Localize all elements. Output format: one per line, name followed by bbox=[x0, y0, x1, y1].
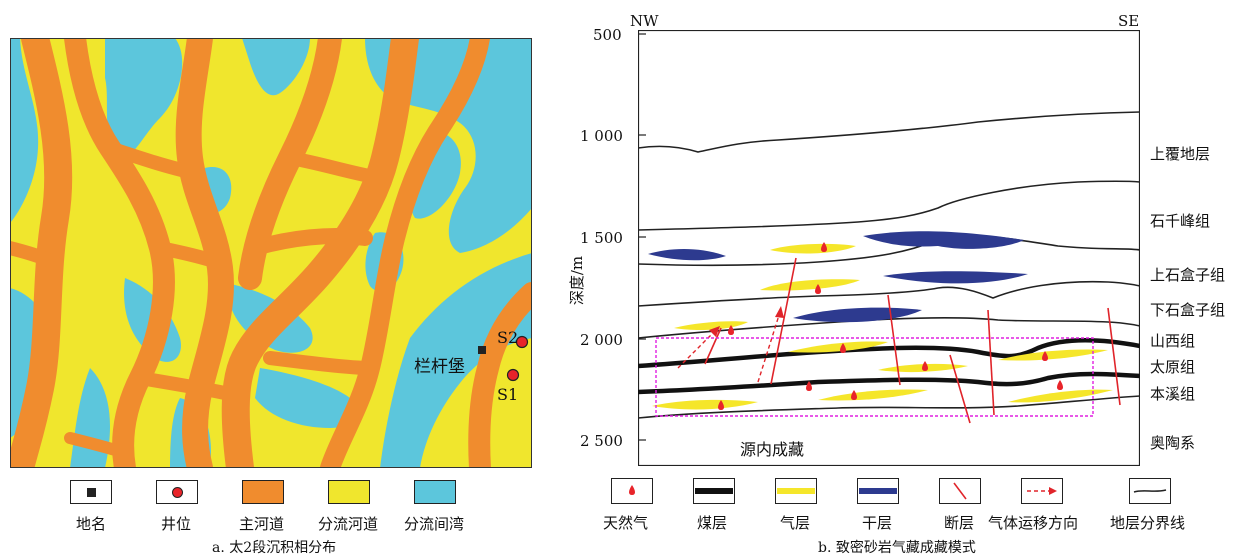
box-label: 源内成藏 bbox=[740, 440, 805, 459]
depth-tick-1000: 1 000 bbox=[580, 127, 623, 145]
legend-main-channel-label: 主河道 bbox=[239, 515, 285, 533]
place-marker bbox=[478, 346, 486, 354]
main-channel-areas bbox=[10, 38, 532, 468]
legend-distributary-channel-swatch bbox=[328, 480, 370, 504]
interdistributary-bay-areas bbox=[10, 38, 532, 468]
stratum-label-benxi: 本溪组 bbox=[1150, 385, 1196, 403]
legend-migration-label: 气体运移方向 bbox=[988, 514, 1079, 532]
legend-boundary-swatch bbox=[1129, 478, 1171, 504]
nw-label: NW bbox=[630, 12, 659, 30]
se-label: SE bbox=[1118, 12, 1140, 30]
legend-coal-swatch bbox=[693, 478, 735, 504]
depth-tick-marks bbox=[638, 33, 646, 441]
legend-bay-swatch bbox=[414, 480, 456, 504]
stratum-label-shanxi: 山西组 bbox=[1150, 332, 1196, 350]
stratum-label-shiqianfeng: 石千峰组 bbox=[1150, 212, 1211, 230]
legend-gas-swatch bbox=[611, 478, 653, 504]
legend-coal-label: 煤层 bbox=[697, 514, 728, 532]
legend-gas-layer-label: 气层 bbox=[780, 514, 811, 532]
stratum-label-taiyuan: 太原组 bbox=[1150, 358, 1196, 376]
facies-map bbox=[10, 38, 532, 468]
stratum-label-lower-shihezi: 下石盒子组 bbox=[1150, 301, 1226, 319]
legend-main-channel-swatch bbox=[242, 480, 284, 504]
cross-section bbox=[638, 30, 1140, 466]
place-label: 栏杆堡 bbox=[414, 357, 465, 377]
legend-dry-layer-swatch bbox=[857, 478, 899, 504]
well-label-s1: S1 bbox=[497, 385, 519, 404]
legend-boundary-label: 地层分界线 bbox=[1110, 514, 1186, 532]
legend-well-swatch bbox=[156, 480, 198, 504]
migration-arrows bbox=[677, 311, 781, 383]
gas-layers bbox=[652, 243, 1113, 410]
legend-dry-layer-label: 干层 bbox=[862, 514, 893, 532]
legend-place-swatch bbox=[70, 480, 112, 504]
legend-fault-swatch bbox=[939, 478, 981, 504]
depth-tick-500: 500 bbox=[593, 26, 622, 44]
legend-well-label: 井位 bbox=[161, 515, 192, 533]
coal-seams bbox=[638, 337, 1140, 395]
well-label-s2: S2 bbox=[497, 328, 519, 347]
caption-a: a. 太2段沉积相分布 bbox=[212, 540, 337, 556]
depth-tick-2500: 2 500 bbox=[580, 432, 623, 450]
depth-tick-2000: 2 000 bbox=[580, 331, 623, 349]
legend-distributary-channel-label: 分流河道 bbox=[318, 515, 379, 533]
depth-tick-1500: 1 500 bbox=[580, 229, 623, 247]
well-s2 bbox=[515, 335, 529, 349]
caption-b: b. 致密砂岩气藏成藏模式 bbox=[818, 540, 976, 556]
gas-drops bbox=[718, 242, 1063, 410]
legend-migration-swatch bbox=[1021, 478, 1063, 504]
legend-bay-label: 分流间湾 bbox=[404, 515, 465, 533]
y-axis-label: 深度/m bbox=[568, 255, 587, 306]
stratum-label-upper-shihezi: 上石盒子组 bbox=[1150, 266, 1226, 284]
legend-fault-label: 断层 bbox=[944, 514, 975, 532]
stratum-label-overburden: 上覆地层 bbox=[1150, 145, 1211, 163]
source-reservoir-box bbox=[655, 337, 1094, 417]
legend-gas-layer-swatch bbox=[775, 478, 817, 504]
migration-arrowheads bbox=[709, 306, 784, 337]
legend-gas-label: 天然气 bbox=[603, 514, 649, 532]
stratum-label-ordovician: 奥陶系 bbox=[1150, 434, 1196, 452]
well-s1 bbox=[506, 368, 520, 382]
legend-place-label: 地名 bbox=[76, 515, 107, 533]
faults bbox=[704, 257, 1121, 424]
